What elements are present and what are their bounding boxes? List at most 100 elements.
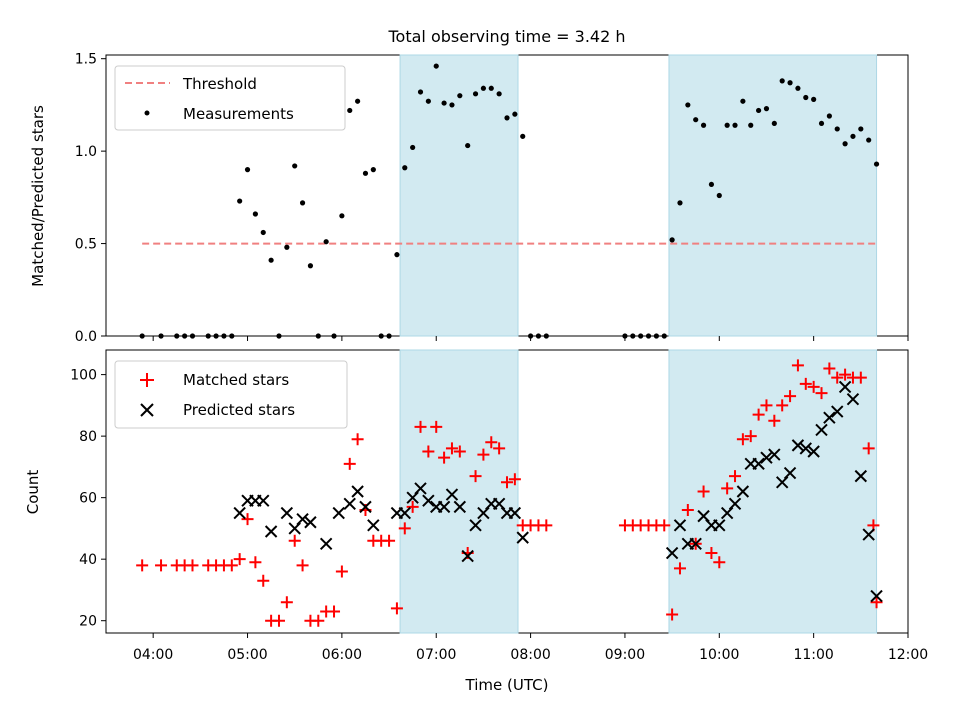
matched-star-point (398, 522, 411, 535)
predicted-star-point (469, 519, 482, 532)
matched-star-point (658, 519, 671, 532)
measurement-point (276, 333, 282, 339)
predicted-star-point (728, 497, 742, 511)
ratio-y-tick-label: 1.5 (75, 52, 97, 68)
matched-star-point (469, 470, 482, 483)
counts-legend: Matched stars Predicted stars (114, 360, 348, 429)
predicted-star-point (437, 500, 451, 514)
predicted-star-point (838, 380, 852, 394)
measurement-point (299, 200, 306, 206)
matched-star-point (501, 476, 513, 489)
counts-y-tick-label: 40 (79, 552, 97, 568)
predicted-star-point (846, 393, 860, 406)
predicted-star-point (367, 519, 380, 532)
measurement-point (417, 89, 424, 95)
matched-star-point (666, 608, 679, 621)
measurement-point (496, 91, 502, 97)
measurement-point (873, 161, 880, 167)
matched-star-point (328, 605, 341, 618)
measurement-point (213, 333, 219, 339)
measurement-point (362, 170, 369, 176)
measurement-point (252, 211, 258, 217)
measurement-point (771, 120, 777, 127)
matched-star-point (136, 559, 149, 572)
ratio-x-ticks (152, 336, 909, 341)
predicted-star-point (760, 451, 773, 464)
time-x-tick-label: 08:00 (510, 647, 550, 663)
matched-star-point (791, 359, 804, 372)
matched-star-point (155, 559, 168, 572)
predicted-star-point (823, 411, 836, 424)
matched-star-point (477, 448, 490, 461)
predicted-star-point (280, 506, 294, 520)
measurement-point (858, 126, 864, 132)
measurement-point (370, 167, 376, 173)
measurement-point (850, 133, 856, 139)
matched-star-point (445, 442, 458, 455)
matched-star-point (390, 602, 403, 615)
measurement-point (347, 107, 353, 114)
measurement-point (716, 192, 722, 199)
measurement-point (189, 333, 196, 339)
measurement-point (818, 120, 825, 127)
matched-star-point (776, 399, 789, 412)
measurement-point (488, 85, 494, 91)
measurement-point (811, 96, 817, 102)
measurement-point (535, 333, 542, 339)
predicted-star-point (854, 469, 868, 483)
matched-star-point (697, 485, 710, 498)
matched-star-point (351, 433, 364, 446)
counts-y-tick-label: 80 (79, 429, 97, 445)
measurement-point (139, 333, 145, 339)
matched-star-point (823, 362, 836, 375)
matched-star-point (186, 559, 199, 572)
measurement-point (449, 102, 455, 108)
measurement-point (842, 141, 848, 147)
measurement-point (708, 181, 715, 188)
matched-star-point (343, 457, 356, 470)
predicted-star-point (264, 525, 278, 538)
predicted-star-point (445, 488, 459, 501)
matched-star-point (280, 596, 293, 609)
measurement-point (740, 98, 746, 104)
matched-star-point (249, 556, 262, 569)
time-x-tick-label: 11:00 (793, 647, 833, 663)
measurement-point (866, 137, 872, 143)
measurement-point (669, 237, 675, 243)
legend-predicted-swatch (140, 403, 154, 417)
matched-star-point (288, 534, 301, 547)
counts-y-tick-label: 60 (79, 491, 97, 507)
measurement-point (260, 229, 266, 236)
measurement-point (307, 263, 314, 269)
counts-observing-windows (399, 349, 878, 634)
predicted-star-point (422, 494, 435, 507)
predicted-star-point (332, 506, 345, 520)
measurement-point (244, 167, 251, 173)
predicted-star-point (351, 485, 364, 498)
measurement-point (386, 333, 392, 339)
measurement-point (174, 333, 180, 339)
measurement-point (787, 80, 793, 86)
observing-window-band (399, 349, 519, 634)
time-x-tick-label: 09:00 (605, 647, 645, 663)
measurement-point (724, 122, 730, 128)
time-x-tick-label: 06:00 (322, 647, 362, 663)
chart-title: Total observing time = 3.42 h (387, 27, 625, 46)
measurement-point (700, 122, 707, 128)
matched-star-point (485, 436, 498, 449)
measurement-point (472, 91, 479, 97)
predicted-star-point (233, 506, 246, 520)
legend-predicted-label: Predicted stars (183, 401, 295, 419)
measurement-point (331, 333, 337, 339)
legend-threshold-label: Threshold (182, 75, 257, 93)
matched-star-point (760, 399, 773, 412)
measurement-point (520, 133, 526, 139)
measurement-point (480, 85, 487, 91)
matched-star-point (414, 420, 427, 433)
matched-star-point (272, 614, 285, 627)
predicted-star-point (453, 500, 467, 514)
measurement-point (425, 98, 431, 104)
measurement-point (465, 142, 471, 149)
time-x-tick-label: 05:00 (227, 647, 267, 663)
measurement-point (826, 113, 832, 119)
